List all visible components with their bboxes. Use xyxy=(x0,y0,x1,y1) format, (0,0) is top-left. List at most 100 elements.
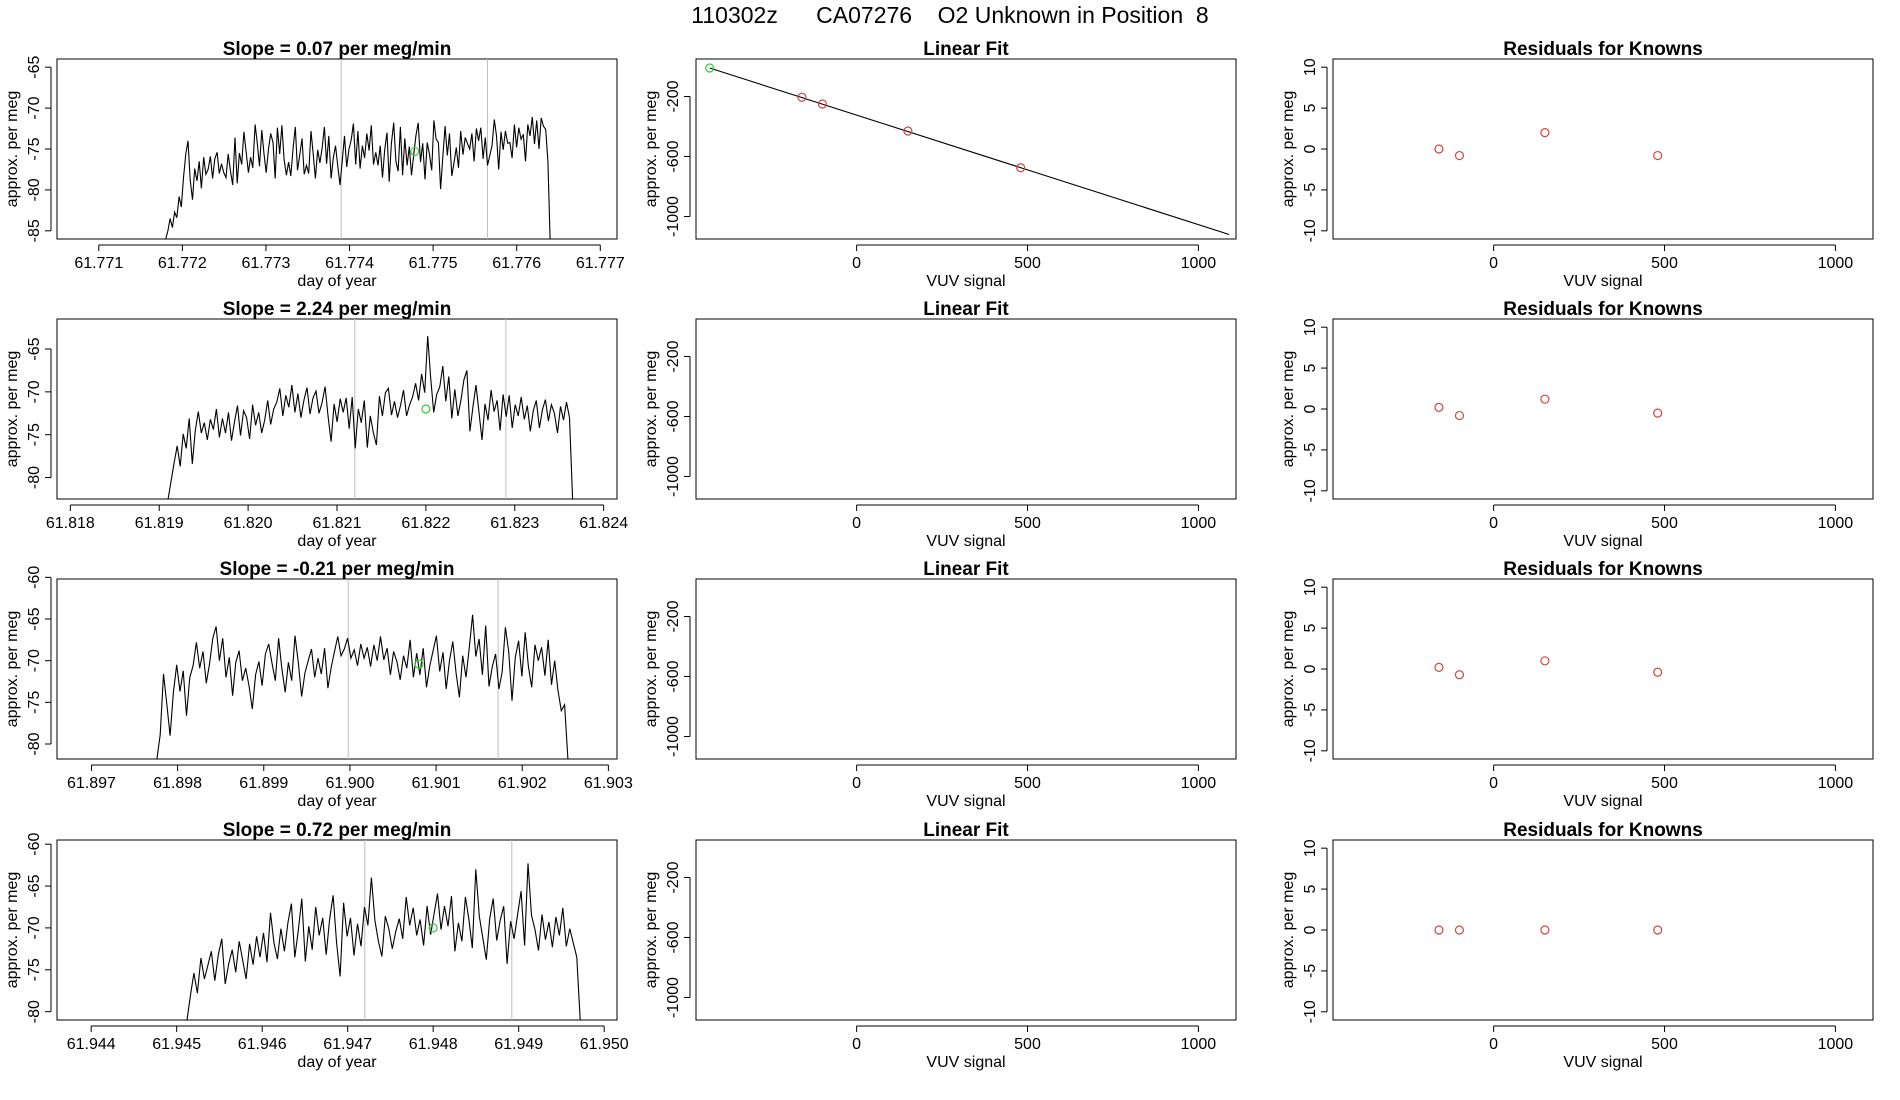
x-tick-label: 61.824 xyxy=(579,515,628,532)
plot-frame xyxy=(695,578,1237,760)
fit-line xyxy=(710,849,1229,1016)
x-tick-label: 61.949 xyxy=(494,1036,543,1053)
x-tick-label: 61.772 xyxy=(158,255,207,272)
residual-point xyxy=(1653,925,1663,935)
x-tick-label: 61.822 xyxy=(401,515,450,532)
x-axis-label: VUV signal xyxy=(1563,1054,1642,1071)
y-axis-label: approx. per meg xyxy=(643,872,660,989)
y-tick-label: -65 xyxy=(26,607,43,630)
y-tick-label: -80 xyxy=(26,732,43,755)
residual-point xyxy=(1434,144,1444,154)
x-tick-label: 61.820 xyxy=(224,515,273,532)
known-point xyxy=(817,99,828,109)
plot-frame xyxy=(56,318,618,500)
x-tick-label: 500 xyxy=(1014,255,1041,272)
x-tick-label: 61.945 xyxy=(152,1036,201,1053)
x-tick-label: 61.902 xyxy=(498,775,547,792)
figure-title: 110302z CA07276 O2 Unknown in Position 8 xyxy=(691,2,1209,28)
x-axis-label: VUV signal xyxy=(926,793,1005,810)
y-tick-label: -70 xyxy=(26,96,43,119)
y-tick-label: -60 xyxy=(26,833,43,856)
y-tick-label: 10 xyxy=(1302,578,1319,596)
x-tick-label: 1000 xyxy=(1181,255,1217,272)
y-tick-label: -200 xyxy=(665,600,682,632)
x-axis-label: VUV signal xyxy=(1563,533,1642,550)
y-axis-label: approx. per meg xyxy=(1280,351,1297,468)
known-point xyxy=(1017,945,1025,953)
series-line xyxy=(167,336,574,499)
x-axis-label: day of year xyxy=(297,1054,377,1071)
panel-title: Slope = 2.24 per meg/min xyxy=(223,299,452,320)
unknown-point xyxy=(705,63,715,73)
y-tick-label: 5 xyxy=(1302,885,1319,894)
residual-point xyxy=(1540,925,1550,935)
x-tick-label: 1000 xyxy=(1818,255,1854,272)
residual-point xyxy=(1653,408,1663,418)
series-line xyxy=(156,614,569,759)
y-tick-label: -75 xyxy=(26,137,43,160)
y-tick-label: -80 xyxy=(26,466,43,489)
y-tick-label: -600 xyxy=(665,921,682,953)
plot-area xyxy=(1434,394,1663,421)
plot-area xyxy=(706,845,1229,1016)
panel-linear_fit-row-4: Linear Fit 0 500 1000 VUV signal -200 -600 -100… xyxy=(643,820,1237,1071)
residual-point xyxy=(1540,394,1550,404)
x-tick-label: 500 xyxy=(1651,1036,1678,1053)
x-tick-label: 61.897 xyxy=(67,775,116,792)
y-tick-label: -600 xyxy=(665,140,682,172)
unknown-point xyxy=(421,404,431,414)
x-tick-label: 1000 xyxy=(1818,515,1854,532)
x-tick-label: 61.777 xyxy=(576,255,625,272)
y-tick-label: -5 xyxy=(1302,443,1319,457)
y-axis-label: approx. per meg xyxy=(4,611,21,728)
known-point xyxy=(798,353,806,361)
plot-area xyxy=(165,59,551,239)
x-tick-label: 0 xyxy=(852,255,861,272)
x-tick-label: 61.776 xyxy=(492,255,541,272)
y-tick-label: -200 xyxy=(665,861,682,893)
x-tick-label: 500 xyxy=(1014,1036,1041,1053)
unknown-point xyxy=(428,923,438,933)
x-tick-label: 61.900 xyxy=(325,775,374,792)
panel-residuals-row-1: Residuals for Knowns 0 500 1000 VUV signal 10… xyxy=(1280,39,1874,290)
y-tick-label: 0 xyxy=(1302,925,1319,934)
y-tick-label: -75 xyxy=(26,423,43,446)
plot-frame xyxy=(695,58,1237,240)
panel-linear_fit-row-1: Linear Fit 0 500 1000 VUV signal -200 -600 -100… xyxy=(643,39,1237,290)
known-point xyxy=(904,647,912,655)
x-axis-label: VUV signal xyxy=(926,273,1005,290)
known-point xyxy=(797,92,807,102)
x-tick-label: 500 xyxy=(1651,255,1678,272)
y-tick-label: -5 xyxy=(1302,964,1319,978)
panel-title: Linear Fit xyxy=(923,559,1009,580)
residual-point xyxy=(1434,402,1444,412)
residual-point xyxy=(1454,670,1465,680)
y-tick-label: -1000 xyxy=(665,456,682,497)
x-tick-label: 500 xyxy=(1014,515,1041,532)
y-axis-label: approx. per meg xyxy=(1280,91,1297,208)
residual-point xyxy=(1653,667,1663,677)
y-tick-label: -10 xyxy=(1302,739,1319,762)
x-tick-label: 0 xyxy=(1489,255,1498,272)
plot-frame xyxy=(695,318,1237,500)
y-tick-label: 5 xyxy=(1302,364,1319,373)
panel-title: Linear Fit xyxy=(923,299,1009,320)
panel-title: Slope = 0.07 per meg/min xyxy=(223,39,452,60)
y-tick-label: -10 xyxy=(1302,1000,1319,1023)
x-tick-label: 1000 xyxy=(1181,1036,1217,1053)
y-tick-label: -1000 xyxy=(665,716,682,757)
unknown-point xyxy=(706,584,714,592)
known-point xyxy=(818,360,826,368)
residual-point xyxy=(1434,662,1444,672)
y-tick-label: -75 xyxy=(26,691,43,714)
known-point xyxy=(904,908,912,916)
y-tick-label: -65 xyxy=(26,874,43,897)
plot-frame xyxy=(56,578,618,760)
y-axis-label: approx. per meg xyxy=(643,351,660,468)
y-axis-label: approx. per meg xyxy=(4,872,21,989)
y-tick-label: 0 xyxy=(1302,664,1319,673)
plot-area xyxy=(167,319,574,499)
panel-title: Residuals for Knowns xyxy=(1503,39,1703,60)
residual-point xyxy=(1454,150,1465,161)
x-axis-label: VUV signal xyxy=(1563,793,1642,810)
